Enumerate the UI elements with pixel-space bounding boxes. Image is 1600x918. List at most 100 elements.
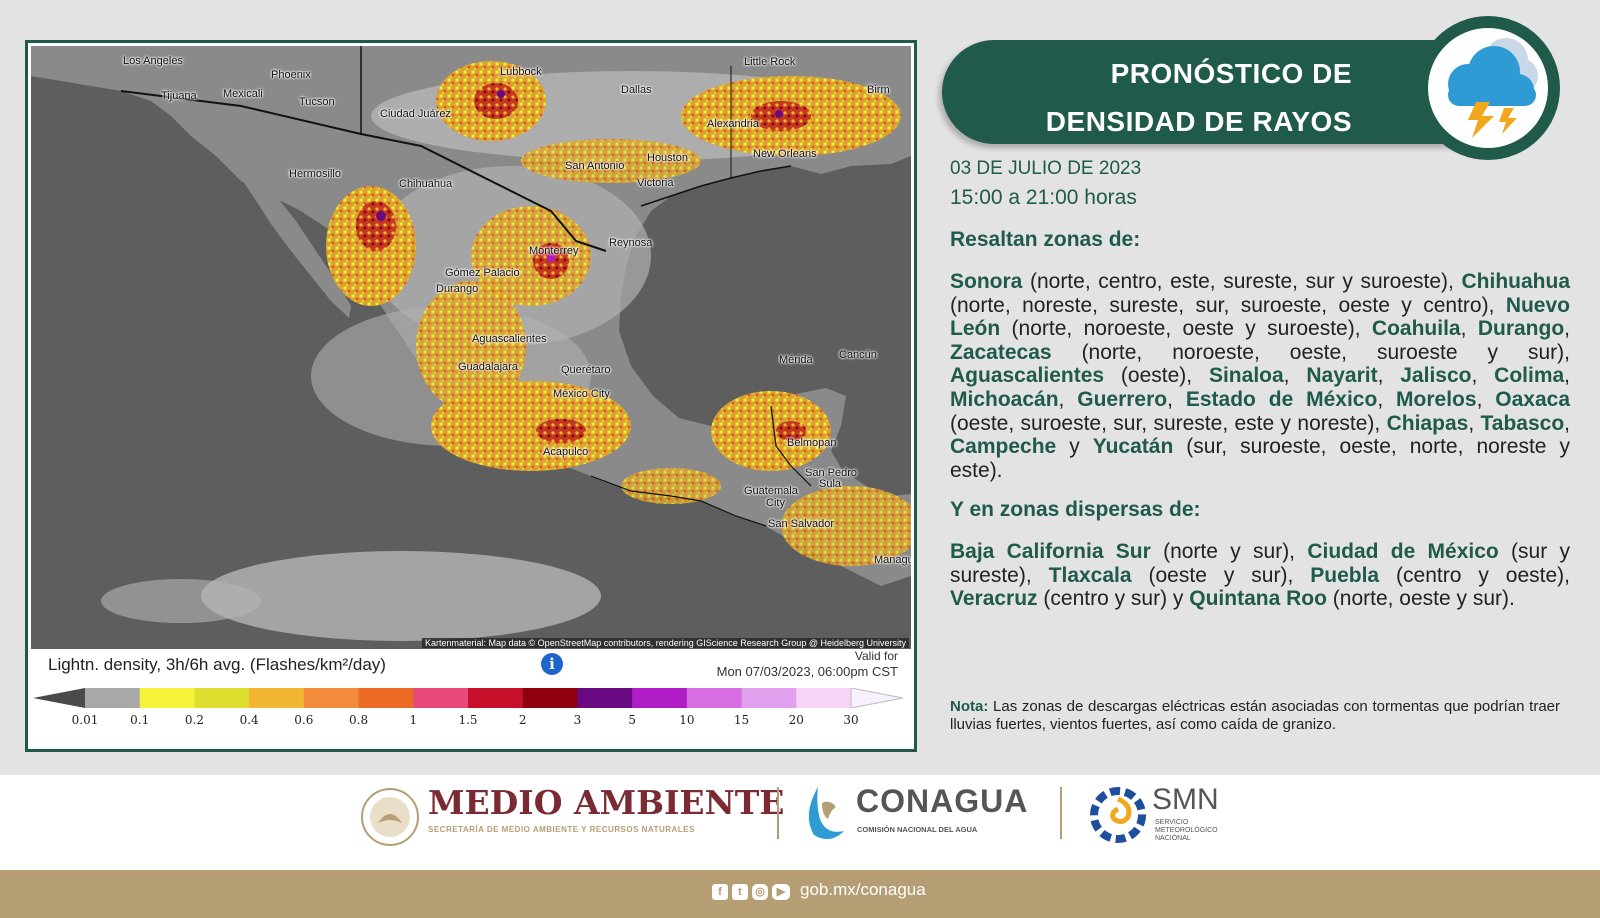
city-label: Mexicali xyxy=(223,88,263,100)
legend-title: Lightn. density, 3h/6h avg. (Flashes/km²… xyxy=(48,655,386,675)
city-label: Mérida xyxy=(779,354,813,366)
city-label: Querétaro xyxy=(561,364,611,376)
zone-detail: (norte, oeste y sur). xyxy=(1327,587,1515,610)
legend-tick-label: 30 xyxy=(843,713,858,727)
forecast-date: 03 DE JULIO DE 2023 xyxy=(950,158,1141,180)
zone-detail: (centro y sur) y xyxy=(1038,587,1190,610)
legend-swatch xyxy=(359,688,414,708)
logo-band: MEDIO AMBIENTE SECRETARÍA DE MEDIO AMBIE… xyxy=(0,775,1600,870)
state-name: Tlaxcala xyxy=(1049,564,1132,587)
state-name: Guerrero xyxy=(1077,388,1167,411)
city-label: Monterrey xyxy=(529,245,579,257)
medio-ambiente-logo-text: MEDIO AMBIENTE xyxy=(428,783,784,822)
title-line-2: DENSIDAD DE RAYOS xyxy=(932,98,1352,146)
zone-detail: (norte, noroeste, oeste y suroeste), xyxy=(1000,317,1372,340)
info-icon[interactable]: i xyxy=(541,653,563,675)
legend-tick-label: 0.4 xyxy=(240,713,259,727)
zone-detail: (norte, centro, este, sureste, sur y sur… xyxy=(1022,270,1461,293)
legend-tick-label: 0.6 xyxy=(294,713,313,727)
city-label: Phoenix xyxy=(271,69,311,81)
legend-tick-label: 0.01 xyxy=(72,713,99,727)
footer-url-link[interactable]: gob.mx/conagua xyxy=(800,880,926,900)
facebook-icon[interactable]: f xyxy=(712,884,728,900)
state-name: Morelos xyxy=(1396,388,1477,411)
zone-detail: (norte, noroeste, oeste, suroeste y sur)… xyxy=(1052,341,1570,364)
conagua-logo-text: CONAGUA xyxy=(856,783,1028,820)
city-label: Birm xyxy=(867,84,890,96)
city-label: Aguascalientes xyxy=(472,333,547,345)
legend-colorbar xyxy=(33,688,903,708)
note: Nota: Las zonas de descargas eléctricas … xyxy=(950,698,1560,734)
smn-subtitle: SERVICIO METEOROLÓGICO NACIONAL xyxy=(1155,819,1218,843)
legend-swatch xyxy=(632,688,687,708)
conagua-subtitle: COMISIÓN NACIONAL DEL AGUA xyxy=(857,825,977,834)
zone-detail: , xyxy=(1059,388,1078,411)
city-label: Alexandria xyxy=(707,118,759,130)
legend-ticks: 0.01 0.1 0.2 0.4 0.6 0.8 1 1.5 2 3 5 10 15 20 30 xyxy=(28,713,914,733)
legend-tick-label: 15 xyxy=(734,713,749,727)
city-label: Reynosa xyxy=(609,237,652,249)
state-name: Veracruz xyxy=(950,587,1038,610)
city-label: Ciudad Juárez xyxy=(380,108,451,120)
storm-cloud-icon xyxy=(1428,28,1548,148)
state-name: Oaxaca xyxy=(1495,388,1570,411)
legend-swatch xyxy=(413,688,468,708)
legend-swatch xyxy=(33,688,85,708)
state-name: Michoacán xyxy=(950,388,1059,411)
youtube-icon[interactable]: ▶ xyxy=(772,884,790,900)
zone-detail: (norte, noreste, sureste, sur, suroeste,… xyxy=(950,294,1506,317)
city-label: New Orleans xyxy=(753,148,817,160)
zone-detail: (centro y oeste), xyxy=(1379,564,1570,587)
legend-tick-label: 1 xyxy=(409,713,417,727)
instagram-icon[interactable]: ◎ xyxy=(752,884,768,900)
legend-tick-label: 0.1 xyxy=(130,713,149,727)
state-name: Yucatán xyxy=(1093,435,1174,458)
valid-time: Mon 07/03/2023, 06:00pm CST xyxy=(717,664,898,679)
city-label: San Antonio xyxy=(565,160,624,172)
state-name: Aguascalientes xyxy=(950,364,1104,387)
state-name: Sinaloa xyxy=(1209,364,1284,387)
twitter-icon[interactable]: t xyxy=(732,884,748,900)
city-label: Acapulco xyxy=(543,446,588,458)
state-name: Estado de México xyxy=(1186,388,1377,411)
legend-swatch xyxy=(742,688,797,708)
zone-detail: , xyxy=(1564,364,1570,387)
note-label: Nota: xyxy=(950,698,988,715)
city-label: Durango xyxy=(436,283,478,295)
state-name: Tabasco xyxy=(1481,412,1565,435)
section-heading-dispersed: Y en zonas dispersas de: xyxy=(950,498,1201,522)
legend-swatch xyxy=(687,688,742,708)
smn-logo-icon xyxy=(1088,785,1148,845)
logo-divider xyxy=(1060,787,1062,839)
page-title: PRONÓSTICO DE DENSIDAD DE RAYOS xyxy=(932,50,1352,146)
city-label: Gómez Palacio xyxy=(445,267,520,279)
map-attribution: Kartenmaterial: Map data © OpenStreetMap… xyxy=(422,638,909,648)
state-name: Chiapas xyxy=(1387,412,1469,435)
legend-swatch xyxy=(523,688,578,708)
section-heading-main: Resaltan zonas de: xyxy=(950,228,1140,252)
dispersed-zones-paragraph: Baja California Sur (norte y sur), Ciuda… xyxy=(950,540,1570,611)
city-label: Houston xyxy=(647,152,688,164)
storm-badge xyxy=(1416,16,1560,160)
legend-tick-label: 3 xyxy=(574,713,582,727)
legend-swatch xyxy=(796,688,851,708)
state-name: Jalisco xyxy=(1400,364,1471,387)
legend-swatch xyxy=(851,688,903,708)
state-name: Puebla xyxy=(1310,564,1379,587)
medio-ambiente-subtitle: SECRETARÍA DE MEDIO AMBIENTE Y RECURSOS … xyxy=(428,825,695,834)
city-label: Hermosillo xyxy=(289,168,341,180)
city-label: Lubbock xyxy=(500,66,542,78)
state-name: Quintana Roo xyxy=(1189,587,1327,610)
city-label: Tijuana xyxy=(161,90,197,102)
legend-tick-label: 10 xyxy=(679,713,694,727)
city-label: Belmopan xyxy=(787,437,837,449)
zone-detail: , xyxy=(1167,388,1186,411)
state-name: Nayarit xyxy=(1306,364,1377,387)
legend-swatch xyxy=(249,688,304,708)
city-label: Victoria xyxy=(637,177,673,189)
city-label: Sula xyxy=(819,478,841,490)
state-name: Colima xyxy=(1494,364,1564,387)
zone-detail: , xyxy=(1378,364,1401,387)
city-label: Tucson xyxy=(299,96,335,108)
zone-detail: (oeste y sur), xyxy=(1132,564,1311,587)
